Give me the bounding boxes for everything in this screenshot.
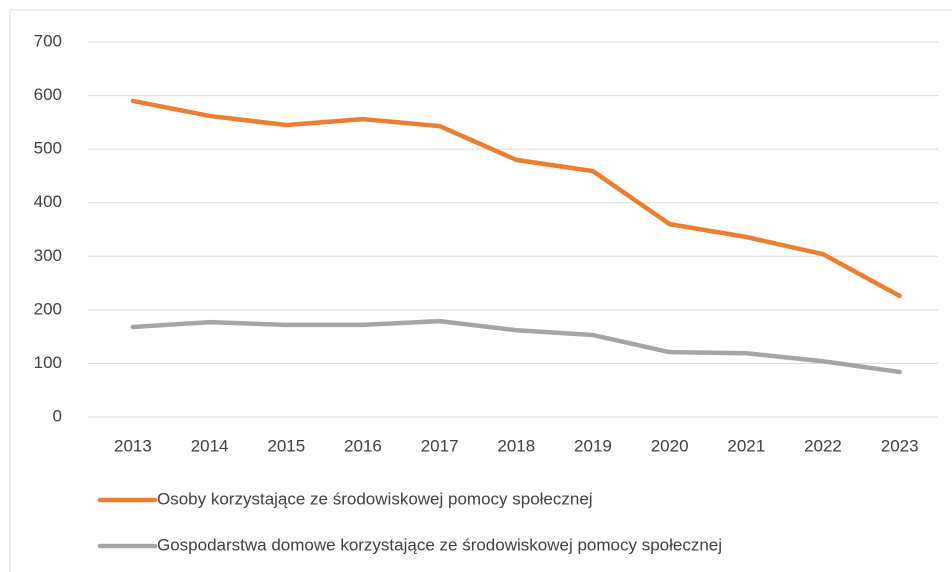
series-line (130, 98, 902, 299)
y-tick-label: 500 (34, 139, 62, 158)
x-tick-label: 2021 (727, 436, 765, 455)
x-tick-label: 2019 (574, 436, 612, 455)
series-line (130, 318, 902, 375)
y-tick-label: 400 (34, 192, 62, 211)
legend-label: Gospodarstwa domowe korzystające ze środ… (157, 535, 722, 554)
x-tick-label: 2014 (191, 436, 229, 455)
x-tick-label: 2015 (267, 436, 305, 455)
x-tick-label: 2017 (421, 436, 459, 455)
y-tick-label: 700 (34, 31, 62, 50)
x-tick-label: 2020 (651, 436, 689, 455)
y-tick-label: 300 (34, 246, 62, 265)
x-tick-label: 2013 (114, 436, 152, 455)
y-tick-label: 0 (53, 406, 62, 425)
y-tick-label: 100 (34, 353, 62, 372)
x-tick-label: 2016 (344, 436, 382, 455)
x-tick-label: 2022 (804, 436, 842, 455)
x-tick-label: 2018 (497, 436, 535, 455)
legend-label: Osoby korzystające ze środowiskowej pomo… (157, 489, 593, 508)
y-tick-label: 200 (34, 299, 62, 318)
x-tick-label: 2023 (881, 436, 919, 455)
y-tick-label: 600 (34, 85, 62, 104)
